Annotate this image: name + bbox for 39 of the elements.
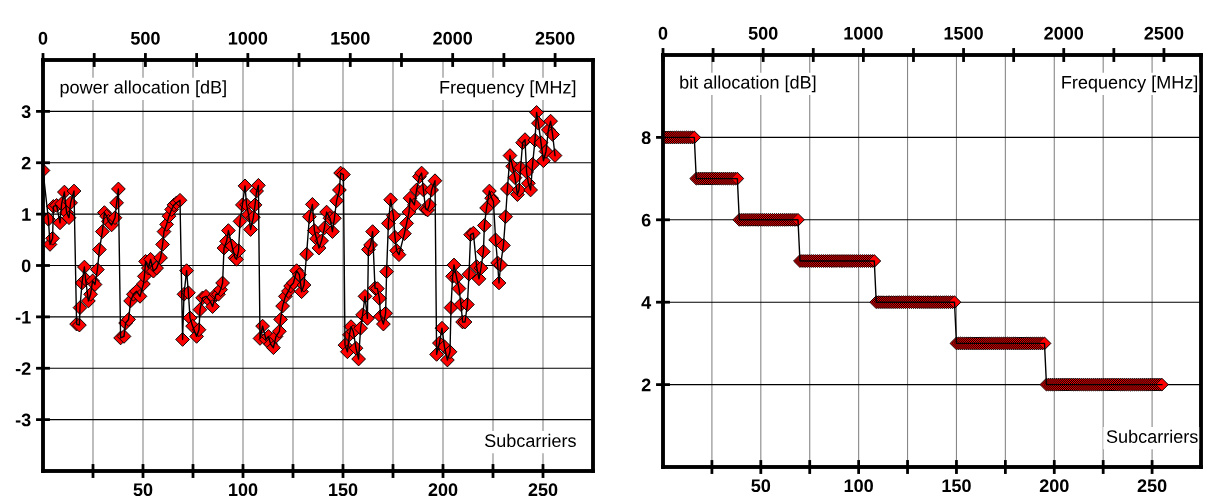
x2-tick-label: 1500 bbox=[944, 26, 983, 40]
y-tick-label: 4 bbox=[641, 296, 652, 309]
y-axis-title: power allocation [dB] bbox=[60, 80, 226, 98]
x-tick-label: 250 bbox=[1137, 479, 1167, 493]
x-axis-title: Subcarriers bbox=[485, 433, 576, 448]
x-tick-label: 100 bbox=[844, 479, 873, 493]
x-tick-label: 50 bbox=[133, 483, 153, 497]
y-tick-label: 8 bbox=[641, 131, 651, 145]
y-tick-label: 0 bbox=[21, 259, 31, 273]
x-tick-label: 100 bbox=[229, 483, 258, 497]
x2-tick-label: 1000 bbox=[844, 26, 883, 40]
x-tick-label: 150 bbox=[329, 483, 358, 497]
y-tick-label: 2 bbox=[21, 156, 31, 170]
y-tick-label: 6 bbox=[641, 213, 651, 227]
x-tick-label: 200 bbox=[1039, 479, 1069, 493]
y-axis-title: bit allocation [dB] bbox=[680, 75, 816, 93]
x2-tick-label: 2500 bbox=[535, 31, 575, 45]
x-tick-label: 250 bbox=[528, 483, 558, 497]
y-tick-label: -3 bbox=[15, 413, 31, 427]
y-tick-label: 1 bbox=[22, 208, 31, 221]
x2-tick-label: 2500 bbox=[1144, 26, 1184, 40]
x-tick-label: 150 bbox=[942, 479, 971, 493]
x2-tick-label: 500 bbox=[748, 26, 778, 40]
x2-tick-label: 0 bbox=[38, 31, 48, 45]
x2-tick-label: 500 bbox=[130, 31, 160, 45]
y-tick-label: 2 bbox=[641, 378, 651, 392]
y-tick-label: -1 bbox=[15, 311, 31, 324]
x-axis-title: Subcarriers bbox=[1106, 429, 1198, 444]
y-tick-label: -2 bbox=[15, 362, 31, 375]
x2-tick-label: 2000 bbox=[1044, 26, 1084, 40]
y-tick-label: 3 bbox=[21, 105, 31, 119]
x-tick-label: 50 bbox=[751, 479, 771, 493]
x2-tick-label: 0 bbox=[658, 26, 668, 40]
x2-tick-label: 1000 bbox=[228, 31, 268, 45]
x2-tick-label: 2000 bbox=[433, 31, 473, 45]
x2-tick-label: 1500 bbox=[331, 31, 370, 45]
x2-axis-title: Frequency [MHz] bbox=[1062, 75, 1198, 93]
x-tick-label: 200 bbox=[428, 483, 458, 497]
x2-axis-title: Frequency [MHz] bbox=[440, 80, 576, 98]
